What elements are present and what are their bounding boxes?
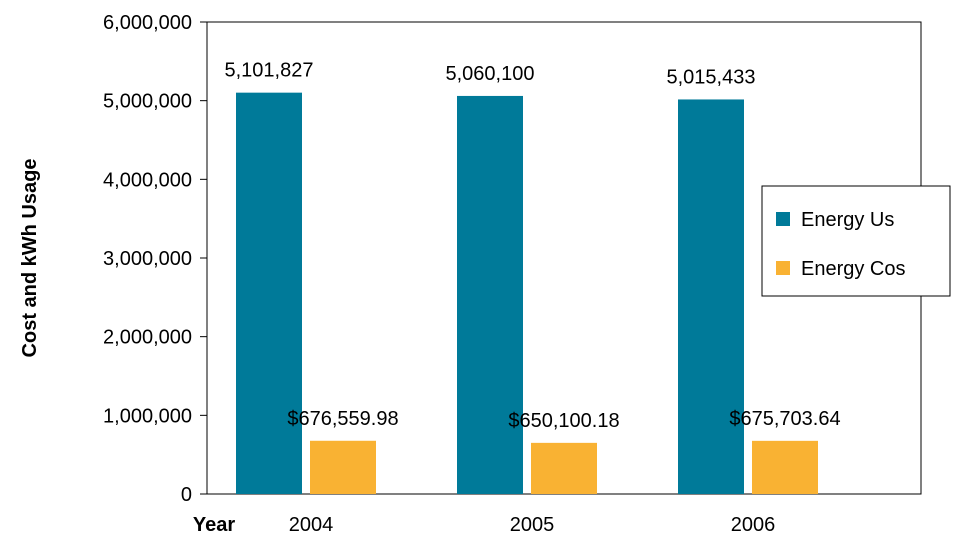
y-tick-label: 6,000,000 (103, 12, 192, 34)
data-label-energy-us-2004: 5,101,827 (225, 60, 314, 82)
data-label-energy-cos-2005: $650,100.18 (508, 410, 619, 432)
y-tick-label: 5,000,000 (103, 91, 192, 113)
y-tick-label: 2,000,000 (103, 327, 192, 349)
x-tick-label-2004: 2004 (289, 514, 334, 536)
legend-label-energy-cos: Energy Cos (801, 258, 906, 280)
x-tick-label-2006: 2006 (731, 514, 776, 536)
legend-box (761, 185, 951, 297)
bar-energy-us-2004 (236, 92, 302, 494)
data-label-energy-cos-2006: $675,703.64 (729, 408, 840, 430)
y-tick-label: 3,000,000 (103, 248, 192, 270)
legend-label-energy-us: Energy Us (801, 209, 894, 231)
data-label-energy-cos-2004: $676,559.98 (287, 408, 398, 430)
bar-energy-cos-2004 (310, 440, 376, 494)
y-axis-ticks: 0 1,000,000 2,000,000 3,000,000 4,000,000 5,0… (103, 12, 207, 506)
y-tick-label: 4,000,000 (103, 169, 192, 191)
legend-swatch-energy-us (776, 212, 790, 226)
y-tick-label: 0 (181, 484, 192, 506)
data-label-energy-us-2005: 5,060,100 (446, 63, 535, 85)
bar-energy-cos-2006 (752, 440, 818, 494)
y-axis-label: Cost and kWh Usage (19, 159, 41, 358)
bar-energy-us-2005 (457, 95, 523, 495)
x-tick-label-2005: 2005 (510, 514, 555, 536)
legend: Energy Us Energy Cos (761, 185, 951, 297)
data-label-energy-us-2006: 5,015,433 (667, 66, 756, 88)
bar-energy-us-2006 (678, 99, 744, 494)
x-axis-label: Year (193, 514, 235, 536)
bar-energy-cos-2005 (531, 442, 597, 494)
bars (236, 92, 818, 495)
data-labels: 5,101,827 $676,559.98 5,060,100 $650,100.18… (225, 60, 841, 432)
legend-swatch-energy-cos (776, 261, 790, 275)
y-tick-label: 1,000,000 (103, 405, 192, 427)
x-axis-ticks: 2004 2005 2006 (289, 514, 776, 536)
